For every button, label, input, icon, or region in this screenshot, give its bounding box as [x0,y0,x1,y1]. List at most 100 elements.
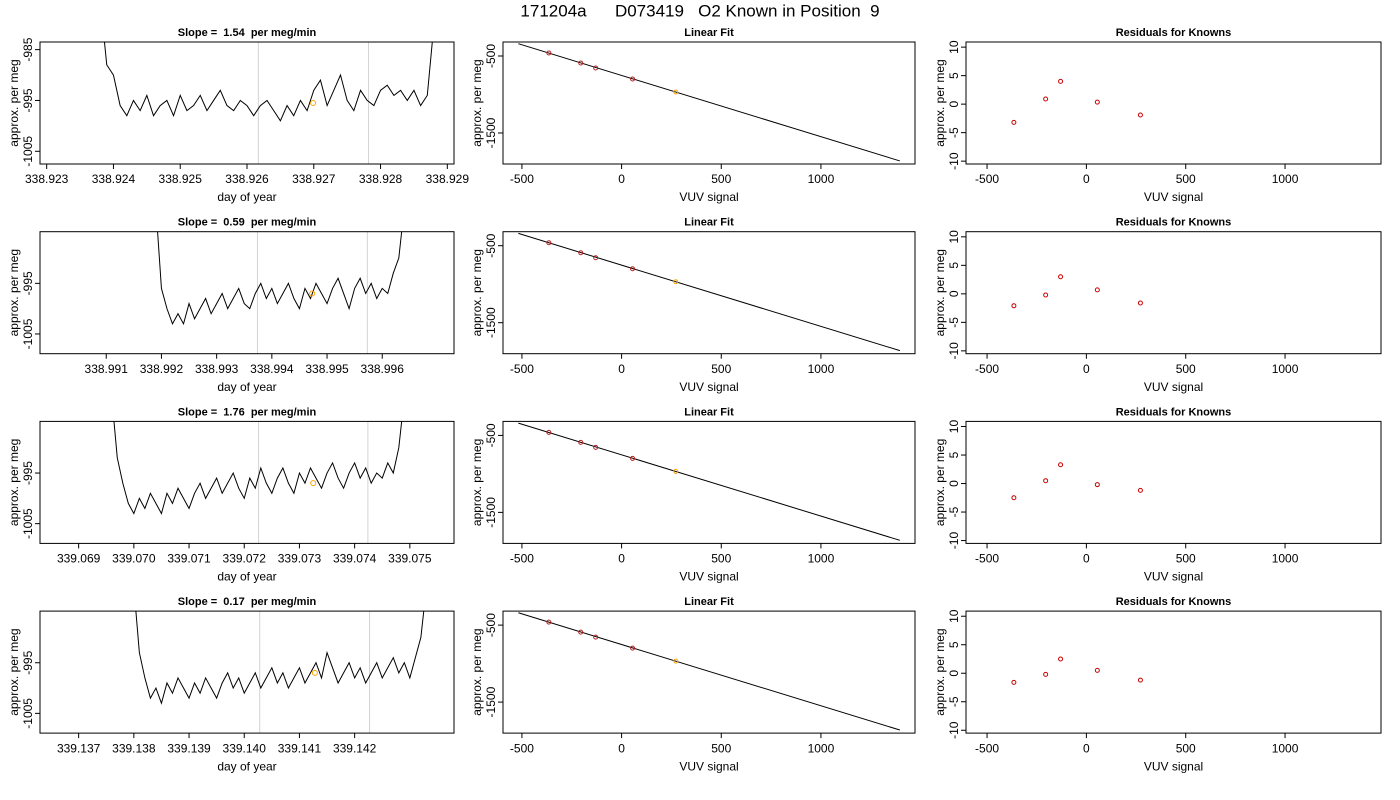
x-tick-label: -500 [975,741,999,755]
y-tick-label: -1005 [21,698,35,729]
x-tick-label: 0 [1083,552,1090,566]
x-tick-label: 500 [711,552,731,566]
x-tick-label: -500 [510,552,534,566]
x-tick-label: 338.992 [140,362,184,376]
plot-frame [39,420,455,544]
point [546,50,552,56]
x-axis-label: VUV signal [1144,570,1203,584]
point [673,89,679,95]
y-tick-label: -5 [947,127,961,138]
x-tick-label: 500 [711,362,731,376]
point [630,455,636,461]
point [1094,667,1100,673]
panel-title: Slope = 0.59 per meg/min [178,217,317,229]
plot-frame [39,610,455,734]
panel: Slope = 0.17 per meg/min day of year appro… [7,596,455,773]
x-tick-label: -500 [510,362,534,376]
plot-frame [965,231,1382,355]
point [593,634,599,640]
point [1011,303,1017,309]
panel-title: Slope = 1.76 per meg/min [178,406,317,418]
x-tick-label: 339.137 [57,741,101,755]
x-tick-label: 338.991 [85,362,129,376]
y-tick-label: -500 [484,233,498,257]
x-tick-label: 1000 [808,362,835,376]
highlight-point [310,100,317,106]
x-axis-label: VUV signal [679,380,738,394]
x-tick-label: 338.996 [361,362,405,376]
point [593,255,599,261]
plot-area [135,611,425,734]
x-tick-label: 339.069 [57,552,101,566]
x-tick-label: 339.075 [388,552,432,566]
x-tick-label: 339.140 [223,741,267,755]
y-axis-label: approx. per meg [933,249,947,336]
x-tick-label: 339.074 [333,552,377,566]
panel: Slope = 1.76 per meg/min day of year appro… [7,406,455,584]
x-tick-label: 338.995 [305,362,349,376]
x-tick-label: 338.925 [159,172,203,186]
x-tick-label: -500 [975,362,999,376]
point [1094,287,1100,293]
panel-title: Slope = 1.54 per meg/min [178,27,317,39]
highlight-point [311,669,318,676]
y-tick-label: -995 [21,461,35,485]
panel: Residuals for Knowns VUV signal approx. pe… [933,217,1382,394]
x-axis-label: day of year [217,570,276,584]
point [1137,300,1143,306]
panel-title: Linear Fit [684,406,734,418]
y-tick-label: -1500 [484,686,498,717]
point [1137,677,1143,683]
point [1094,482,1100,488]
point [673,279,679,285]
y-tick-label: -500 [484,613,498,637]
y-tick-label: -1005 [21,136,35,167]
x-tick-label: 338.927 [292,172,336,186]
point [1011,679,1017,685]
point [1058,656,1064,662]
x-axis-label: day of year [217,190,276,204]
x-tick-label: -500 [975,552,999,566]
point [1043,96,1049,102]
x-tick-label: 500 [711,741,731,755]
y-tick-label: -10 [947,532,961,550]
x-axis-label: VUV signal [679,759,738,773]
plot-area [1011,274,1143,309]
x-tick-label: 338.926 [225,172,269,186]
x-tick-label: 1000 [808,172,835,186]
y-axis-label: approx. per meg [933,439,947,526]
point [546,429,552,435]
panel-title: Linear Fit [684,27,734,39]
panel: Slope = 0.59 per meg/min day of year appro… [7,217,455,394]
panel-title: Residuals for Knowns [1116,406,1232,418]
y-tick-label: -1005 [21,508,35,539]
point [1058,462,1064,468]
point [1058,274,1064,280]
y-tick-label: 10 [947,609,961,623]
series-line [135,611,425,705]
x-tick-label: 339.139 [167,741,211,755]
x-tick-label: 339.070 [112,552,156,566]
x-tick-label: -500 [975,172,999,186]
x-axis-label: VUV signal [1144,380,1203,394]
x-tick-label: 500 [1176,552,1196,566]
fit-line [518,43,900,162]
plot-area [157,231,403,354]
y-tick-label: 5 [947,451,961,458]
y-tick-label: -995 [21,88,35,112]
x-tick-label: 338.993 [195,362,239,376]
plot-frame [502,41,916,165]
point [673,658,679,664]
y-tick-label: -5 [947,317,961,328]
x-tick-label: 0 [618,172,625,186]
y-axis-label: approx. per meg [470,628,484,715]
panel: Residuals for Knowns VUV signal approx. pe… [933,406,1382,584]
y-axis-label: approx. per meg [7,59,21,146]
y-tick-label: -1005 [21,318,35,349]
plot-frame [39,41,455,165]
y-tick-label: 0 [947,290,961,297]
